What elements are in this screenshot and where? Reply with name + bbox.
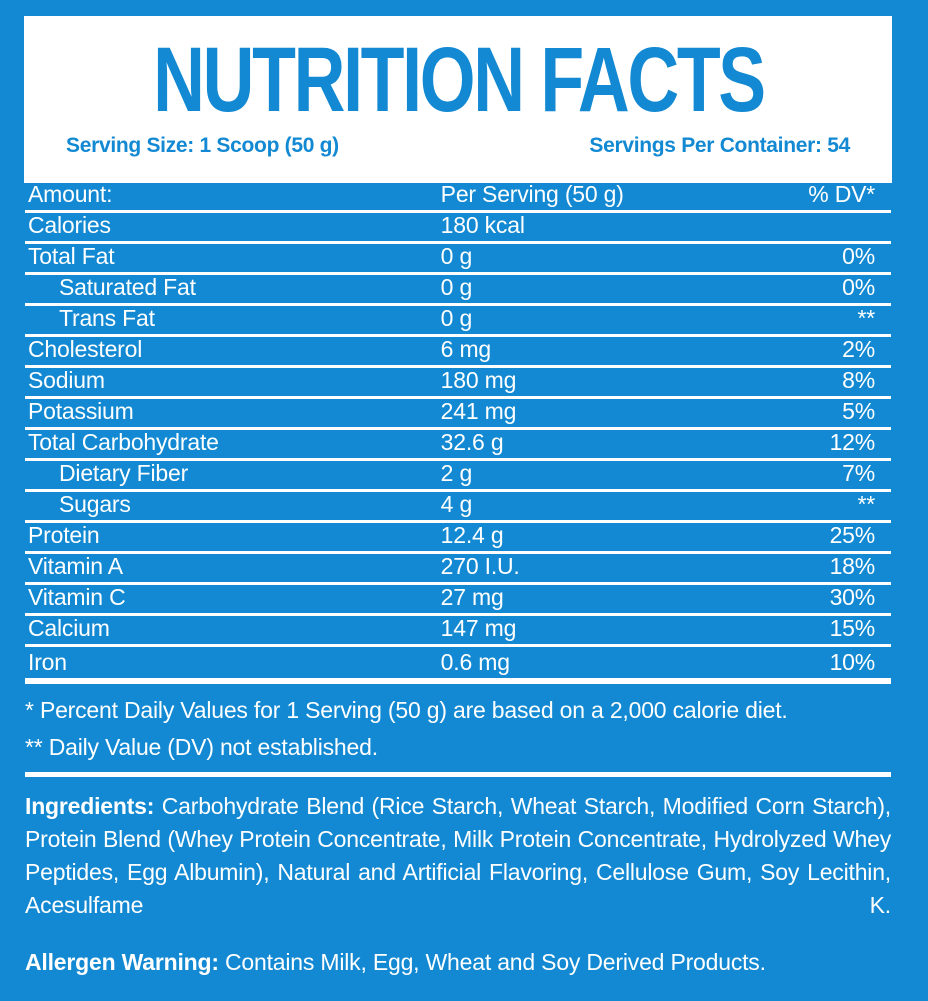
nutrient-amount: 32.6 g (440, 429, 504, 455)
table-row-trans-fat: Trans Fat 0 g ** (25, 306, 891, 337)
nutrient-dv: 0% (842, 274, 875, 300)
allergen-warning-label: Allergen Warning: (25, 949, 219, 975)
servings-per-container-text: Servings Per Container: 54 (589, 134, 850, 157)
nutrient-dv: 7% (842, 460, 875, 486)
nutrient-dv: 2% (842, 336, 875, 362)
table-row-potassium: Potassium 241 mg 5% (25, 399, 891, 430)
nutrient-dv: 30% (829, 584, 876, 610)
allergen-warning-text: Contains Milk, Egg, Wheat and Soy Derive… (225, 949, 766, 975)
serving-info-row: Serving Size: 1 Scoop (50 g) Servings Pe… (24, 134, 892, 158)
nutrient-label: Potassium (28, 398, 134, 424)
nutrient-dv: ** (857, 305, 875, 331)
table-bottom-rule (25, 678, 891, 684)
table-row-dietary-fiber: Dietary Fiber 2 g 7% (25, 461, 891, 492)
table-row-saturated-fat: Saturated Fat 0 g 0% (25, 275, 891, 306)
table-row-protein: Protein 12.4 g 25% (25, 523, 891, 554)
table-header-row: Amount: Per Serving (50 g) % DV* (25, 183, 891, 213)
nutrient-label: Total Fat (28, 243, 115, 269)
table-row-sodium: Sodium 180 mg 8% (25, 368, 891, 399)
table-row-sugars: Sugars 4 g ** (25, 492, 891, 523)
page-title: NUTRITION FACTS (152, 28, 766, 131)
nutrient-amount: 0.6 mg (440, 649, 510, 675)
nutrient-label: Total Carbohydrate (28, 429, 219, 455)
nutrient-dv: 8% (842, 367, 875, 393)
nutrient-amount: 0 g (440, 274, 473, 300)
nutrient-label: Calcium (28, 615, 110, 641)
nutrition-table: Amount: Per Serving (50 g) % DV* Calorie… (25, 183, 891, 976)
nutrient-dv: 5% (842, 398, 875, 424)
nutrient-label: Sodium (28, 367, 105, 393)
nutrient-dv: 18% (829, 553, 876, 579)
column-header-amount: Amount: (28, 181, 113, 207)
serving-size-text: Serving Size: 1 Scoop (50 g) (66, 134, 339, 157)
nutrient-amount: 241 mg (440, 398, 517, 424)
nutrient-label: Calories (28, 212, 111, 238)
column-header-per-serving: Per Serving (50 g) (440, 181, 624, 207)
ingredients-paragraph: Ingredients: Carbohydrate Blend (Rice St… (25, 790, 891, 922)
nutrient-amount: 27 mg (440, 584, 504, 610)
table-row-vitamin-c: Vitamin C 27 mg 30% (25, 585, 891, 616)
ingredients-label: Ingredients: (25, 793, 155, 819)
table-row-vitamin-a: Vitamin A 270 I.U. 18% (25, 554, 891, 585)
nutrient-amount: 0 g (440, 305, 473, 331)
nutrient-label: Cholesterol (28, 336, 143, 362)
nutrient-label: Saturated Fat (59, 274, 196, 300)
nutrient-dv: 10% (829, 649, 876, 675)
table-row-total-fat: Total Fat 0 g 0% (25, 244, 891, 275)
nutrient-dv: 0% (842, 243, 875, 269)
nutrient-label: Sugars (59, 491, 131, 517)
nutrient-label: Protein (28, 522, 100, 548)
nutrient-amount: 147 mg (440, 615, 517, 641)
footnote-divider-rule (25, 772, 891, 777)
table-row-calories: Calories 180 kcal (25, 213, 891, 244)
nutrient-amount: 270 I.U. (440, 553, 520, 579)
table-row-calcium: Calcium 147 mg 15% (25, 616, 891, 647)
nutrient-label: Vitamin A (28, 553, 123, 579)
ingredients-text: Carbohydrate Blend (Rice Starch, Wheat S… (25, 793, 891, 918)
footnotes: * Percent Daily Values for 1 Serving (50… (25, 684, 891, 761)
nutrient-dv: 12% (829, 429, 876, 455)
nutrient-amount: 0 g (440, 243, 473, 269)
nutrient-amount: 6 mg (440, 336, 492, 362)
nutrient-amount: 180 kcal (440, 212, 525, 238)
nutrient-amount: 4 g (440, 491, 473, 517)
nutrient-dv: ** (857, 491, 875, 517)
nutrient-label: Dietary Fiber (59, 460, 189, 486)
table-row-cholesterol: Cholesterol 6 mg 2% (25, 337, 891, 368)
nutrient-dv: 15% (829, 615, 876, 641)
footnote-dv-not-established: ** Daily Value (DV) not established. (25, 734, 378, 760)
title-wrap: NUTRITION FACTS (24, 16, 892, 131)
nutrient-label: Trans Fat (59, 305, 155, 331)
nutrient-label: Iron (28, 649, 67, 675)
nutrient-dv: 25% (829, 522, 876, 548)
footnote-daily-values: * Percent Daily Values for 1 Serving (50… (25, 697, 788, 723)
column-header-dv: % DV* (808, 181, 875, 207)
nutrient-label: Vitamin C (28, 584, 126, 610)
allergen-warning-paragraph: Allergen Warning: Contains Milk, Egg, Wh… (25, 949, 891, 976)
header-panel: NUTRITION FACTS Serving Size: 1 Scoop (5… (24, 16, 892, 183)
nutrient-amount: 2 g (440, 460, 473, 486)
table-row-total-carbohydrate: Total Carbohydrate 32.6 g 12% (25, 430, 891, 461)
table-row-iron: Iron 0.6 mg 10% (25, 647, 891, 678)
nutrient-amount: 12.4 g (440, 522, 504, 548)
nutrient-amount: 180 mg (440, 367, 517, 393)
